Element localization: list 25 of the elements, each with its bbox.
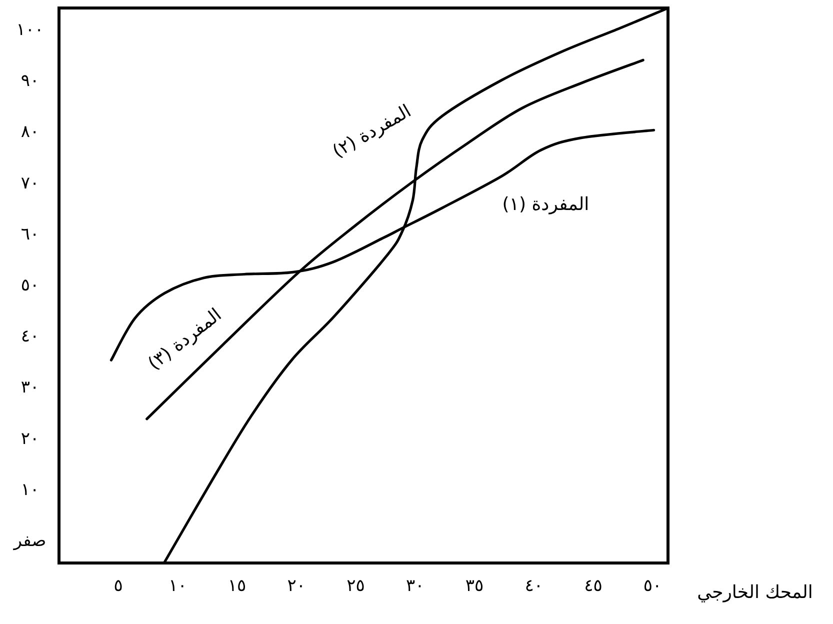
text: المفردة (٣) bbox=[144, 304, 226, 374]
x-tick-label: ١٥ bbox=[228, 576, 246, 596]
y-tick-label: ٩٠ bbox=[20, 71, 40, 92]
y-tick-label: ١٠ bbox=[20, 480, 40, 500]
y-tick-label: ٥٠ bbox=[20, 275, 40, 296]
y-tick-label: ٦٠ bbox=[20, 224, 40, 244]
x-tick-label: ٥٠ bbox=[643, 576, 662, 596]
series-label: المفردة (١) bbox=[502, 194, 590, 215]
y-tick-label: ١٠٠ bbox=[16, 20, 44, 40]
x-tick-label: ٤٠ bbox=[524, 576, 543, 596]
x-tick-label: ٢٠ bbox=[287, 576, 306, 596]
y-tick-label: ٨٠ bbox=[20, 122, 40, 142]
x-tick-label: ١٠ bbox=[168, 576, 187, 596]
y-tick-label: ٢٠ bbox=[20, 428, 40, 449]
text: المفردة (٢) bbox=[329, 100, 415, 162]
y-tick-label: ٤٠ bbox=[20, 326, 40, 347]
x-tick-label: ٢٥ bbox=[346, 576, 365, 596]
y-tick-label: صفر bbox=[12, 531, 46, 552]
x-tick-label: ٤٥ bbox=[584, 576, 602, 596]
x-tick-label: ٣٠ bbox=[406, 576, 424, 596]
x-axis-title: المحك الخارجي bbox=[697, 582, 813, 603]
y-tick-label: ٧٠ bbox=[20, 173, 40, 194]
y-tick-label: ٣٠ bbox=[20, 378, 40, 398]
x-tick-label: ٣٥ bbox=[465, 576, 484, 596]
x-tick-label: ٥ bbox=[114, 576, 123, 596]
